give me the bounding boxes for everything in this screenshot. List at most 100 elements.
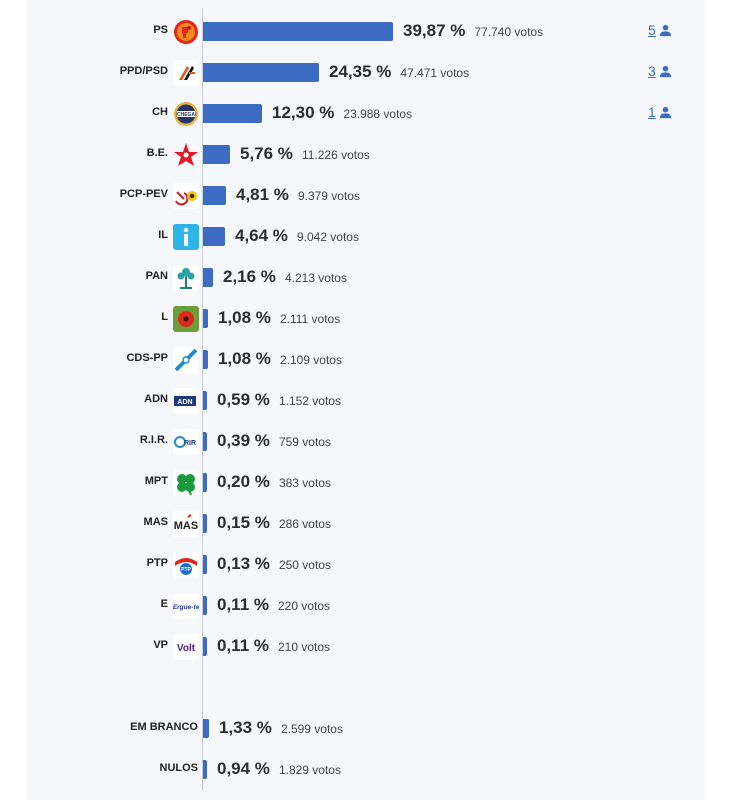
result-bar [203, 145, 230, 164]
cds-arrow-icon [173, 347, 199, 373]
party-name-label: PCP-PEV [119, 188, 168, 200]
percentage-label: 0,11 % [217, 595, 269, 614]
pan-tree-icon [173, 265, 199, 291]
percentage-label: 4,81 % [236, 185, 289, 204]
user-icon [659, 65, 671, 77]
result-bar [203, 719, 209, 738]
percentage-label: 4,64 % [235, 226, 288, 245]
votes-label: 759 votos [278, 435, 331, 449]
party-row: VP Volt 0,11 % 210 votos [0, 634, 730, 660]
votes-label: 77.740 votos [474, 25, 544, 39]
percentage-label: 0,94 % [217, 759, 270, 778]
svg-text:Volt: Volt [177, 643, 196, 654]
seats-count[interactable]: 5 [648, 22, 656, 38]
party-name-label: MPT [144, 475, 168, 487]
result-bar [203, 432, 207, 451]
svg-text:MAS: MAS [174, 520, 198, 532]
votes-label: 210 votos [278, 640, 331, 654]
votes-label: 250 votos [278, 558, 331, 572]
votes-label: 1.829 votos [278, 763, 341, 777]
party-row: IL 4,64 % 9.042 votos [0, 224, 730, 250]
party-row: E Ergue-te 0,11 % 220 votos [0, 593, 730, 619]
party-row: CH CHEGA 12,30 % 23.988 votos 1 [0, 101, 730, 127]
party-row: B.E. 5,76 % 11.226 votos [0, 142, 730, 168]
svg-text:CHEGA: CHEGA [177, 112, 195, 118]
result-bar [203, 473, 207, 492]
party-name-label: B.E. [146, 147, 168, 159]
votes-label: 23.988 votos [343, 107, 413, 121]
party-row: CDS-PP 1,08 % 2.109 votos [0, 347, 730, 373]
party-name-label: PPD/PSD [119, 65, 168, 77]
ptp-logo-icon: PTP [173, 552, 199, 578]
percentage-label: 5,76 % [240, 144, 293, 163]
votes-label: 11.226 votos [301, 148, 370, 162]
votes-label: 47.471 votos [400, 66, 470, 80]
seats-link[interactable]: 5 [648, 22, 672, 38]
party-name-label: MAS [143, 516, 168, 528]
percentage-label: 0,13 % [217, 554, 270, 573]
votes-label: 2.599 votos [280, 722, 343, 736]
percentage-label: 0,59 % [217, 390, 270, 409]
percentage-label: 1,08 % [218, 308, 271, 327]
result-bar [203, 514, 207, 533]
seats-link[interactable]: 3 [648, 63, 672, 79]
result-bar [203, 186, 226, 205]
party-name-label: CH [152, 106, 168, 118]
axis-line [202, 8, 203, 790]
user-icon [659, 106, 671, 118]
party-row: MPT 0,20 % 383 votos [0, 470, 730, 496]
party-name-label: EM BRANCO [130, 721, 198, 733]
votes-label: 1.152 votos [278, 394, 341, 408]
seats-count[interactable]: 3 [648, 63, 656, 79]
party-name-label: L [161, 311, 168, 323]
party-row: L 1,08 % 2.111 votos [0, 306, 730, 332]
seats-link[interactable]: 1 [648, 104, 672, 120]
volt-logo-icon: Volt [173, 634, 199, 660]
party-name-label: CDS-PP [126, 352, 168, 364]
result-bar [203, 555, 207, 574]
party-row: NULOS 0,94 % 1.829 votos [0, 757, 730, 783]
party-row: EM BRANCO 1,33 % 2.599 votos [0, 716, 730, 742]
livre-poppy-icon [173, 306, 199, 332]
result-bar [203, 760, 207, 779]
iniciativa-liberal-i-icon [173, 224, 199, 250]
percentage-label: 2,16 % [223, 267, 276, 286]
party-name-label: PS [153, 24, 168, 36]
party-name-label: IL [158, 229, 168, 241]
svg-text:PTP: PTP [181, 567, 191, 573]
party-row: R.I.R. RIR 0,39 % 759 votos [0, 429, 730, 455]
result-bar [203, 391, 207, 410]
result-bar [203, 22, 393, 41]
party-name-label: PAN [145, 270, 168, 282]
party-row: MAS MAS 0,15 % 286 votos [0, 511, 730, 537]
party-name-label: R.I.R. [139, 434, 168, 446]
party-row: PS 39,87 % 77.740 votos 5 [0, 19, 730, 45]
party-name-label: PTP [146, 557, 168, 569]
hammer-sickle-sunflower-icon [173, 183, 199, 209]
votes-label: 2.111 votos [279, 312, 341, 326]
svg-text:RIR: RIR [184, 440, 196, 447]
party-name-label: VP [153, 639, 168, 651]
result-bar [203, 309, 208, 328]
svg-text:ADN: ADN [177, 399, 192, 406]
percentage-label: 12,30 % [272, 103, 335, 122]
bloco-star-icon [173, 142, 199, 168]
user-icon [659, 24, 671, 36]
mpt-clover-icon [173, 470, 199, 496]
svg-text:Ergue-te: Ergue-te [173, 604, 199, 611]
percentage-label: 1,08 % [218, 349, 271, 368]
adn-logo-icon: ADN [173, 388, 199, 414]
percentage-label: 0,11 % [217, 636, 269, 655]
seats-count[interactable]: 1 [648, 104, 656, 120]
mas-text-icon: MAS [173, 511, 199, 537]
votes-label: 286 votos [278, 517, 331, 531]
result-bar [203, 227, 225, 246]
votes-label: 383 votos [278, 476, 331, 490]
party-name-label: NULOS [159, 762, 199, 774]
ps-fist-rose-icon [173, 19, 199, 45]
percentage-label: 0,39 % [217, 431, 270, 450]
result-bar [203, 350, 208, 369]
percentage-label: 0,20 % [217, 472, 270, 491]
result-bar [203, 63, 319, 82]
